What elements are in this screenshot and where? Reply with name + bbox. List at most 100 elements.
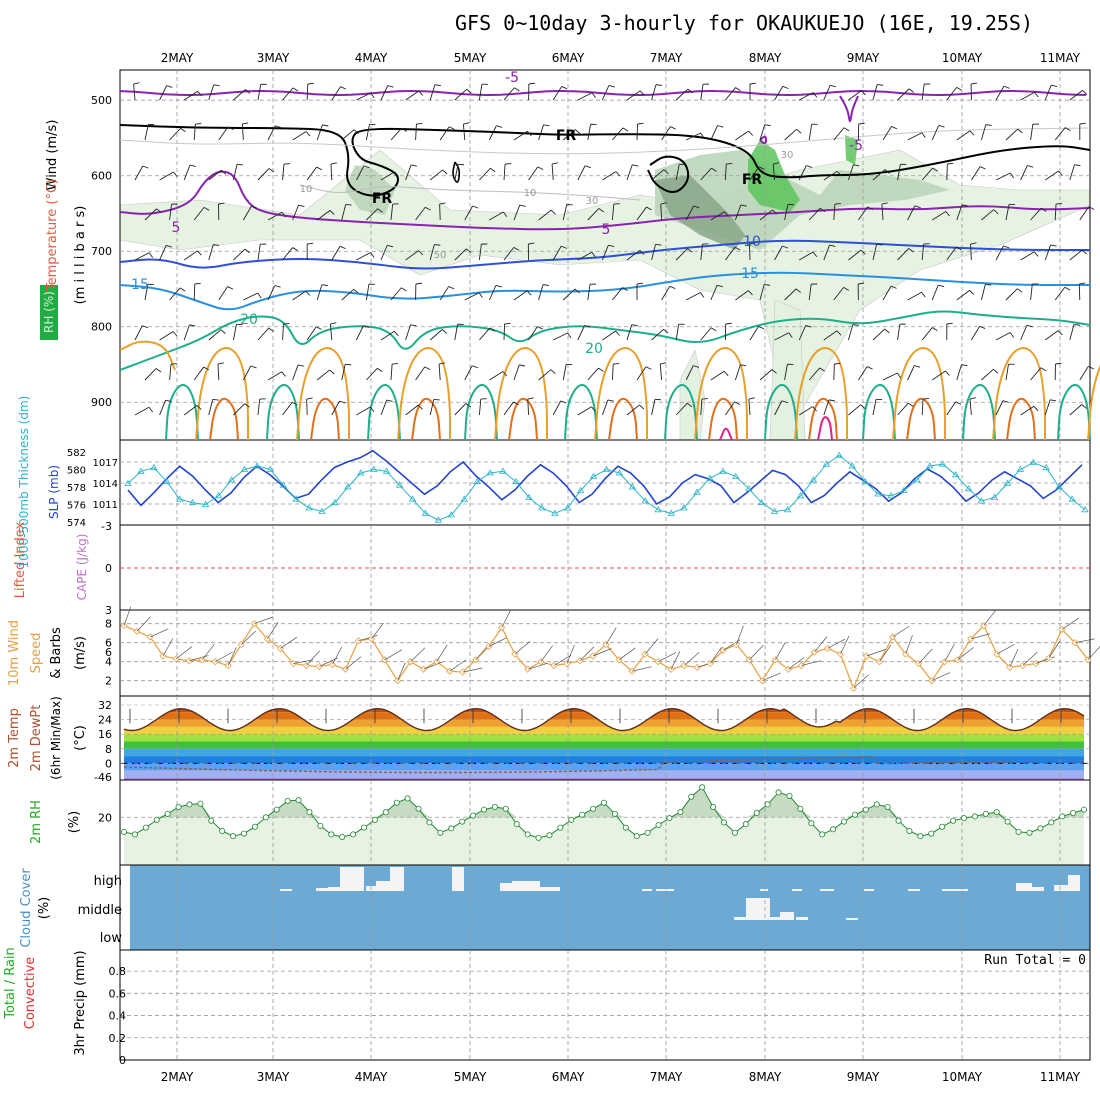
wind-barb [1005, 203, 1016, 221]
wind-barb-shaft [183, 164, 191, 181]
cloud-high-block [340, 867, 364, 891]
wind-barb [183, 250, 202, 261]
wind-barb-shaft [282, 323, 284, 341]
wind-barb-shaft [144, 368, 157, 381]
wind-barb [651, 328, 669, 341]
wind-barb [659, 362, 667, 381]
wind-barb [675, 402, 693, 416]
wind-barb [661, 285, 676, 301]
wind-barb-flag [489, 327, 496, 332]
wind-barb-shaft [454, 403, 467, 416]
wind-barb [462, 122, 470, 141]
wind-barb [602, 171, 621, 181]
wind-barb [479, 167, 496, 181]
wind-barb-shaft [159, 85, 168, 101]
wind-barb-flag [227, 126, 234, 131]
wind-barb-shaft [626, 164, 633, 181]
wind-barb-shaft [798, 92, 814, 101]
rh-marker [121, 828, 128, 835]
rh-marker [470, 812, 477, 819]
thickness-marker [266, 465, 275, 472]
thickness-marker [538, 504, 546, 511]
ylabel-cloud-1: Cloud Cover [19, 868, 34, 948]
wind-barb [415, 282, 422, 301]
rh-marker [1059, 813, 1066, 820]
thickness-marker [163, 477, 171, 485]
rh-marker [230, 833, 237, 840]
rh-marker [175, 804, 182, 811]
wind-barb-shaft [144, 284, 149, 301]
wind-barb-shaft [341, 364, 346, 381]
wind-barb-shaft [1069, 164, 1075, 181]
wind-barb-flag [330, 322, 337, 325]
wind-barb-flag [836, 330, 842, 336]
wind-barb-shaft [626, 324, 633, 341]
wind-barb-flag [353, 129, 359, 135]
wind-barb-shaft [601, 85, 610, 101]
wind-barb-flag [339, 400, 346, 404]
wind-barb-flag [908, 248, 914, 253]
wind-barb [306, 326, 322, 341]
wind-barb-shaft [971, 166, 981, 181]
rh-marker [611, 810, 618, 817]
wind-barb-shaft [759, 284, 765, 301]
contour-magenta-2 [817, 416, 833, 441]
contour-orange-bump-8 [992, 347, 1046, 441]
wind-barb-shaft [626, 404, 640, 416]
wind-barb [159, 171, 178, 181]
thickness-marker [124, 479, 132, 486]
contour-label-15: 30 [781, 150, 794, 161]
wind-barb-flag [165, 399, 172, 403]
wind-barb-flag [922, 398, 930, 400]
wind-barb-flag [636, 282, 644, 285]
wind-barb-shaft [513, 204, 521, 221]
rh-marker [415, 805, 422, 812]
wind-barb-shaft [1079, 366, 1089, 381]
cloud-high-block [540, 887, 560, 891]
wind-barb-shaft [872, 328, 886, 341]
wind-barb-shaft [365, 284, 370, 301]
wind-barb-shaft [439, 203, 441, 221]
wind-barb-flag [613, 363, 620, 365]
wind-barb [577, 251, 596, 261]
cloud-mid-block [770, 917, 780, 920]
wind-barb-shaft [380, 399, 388, 416]
wind-barb-shaft [921, 398, 924, 416]
thickness-marker [499, 467, 507, 474]
sfc-barb [683, 652, 700, 666]
wind-barb [292, 204, 305, 221]
contour-teal-bump-4 [564, 383, 598, 441]
wind-barb-shaft [602, 171, 617, 181]
wind-barb-shaft [282, 401, 293, 416]
wind-barb [169, 127, 186, 141]
wind-barb [134, 325, 149, 341]
wind-barb-shaft [700, 399, 703, 416]
thickness-marker [1068, 495, 1076, 502]
wind-barb-flag [1074, 164, 1081, 167]
wind-barb-flag [1081, 249, 1087, 255]
wind-barb [626, 404, 645, 416]
wind-barb-shaft [833, 127, 845, 141]
wind-barb [675, 163, 686, 181]
wind-barb-flag [417, 404, 423, 410]
wind-barb-flag [1050, 399, 1057, 402]
sfc-barb [709, 647, 722, 664]
wind-barb-flag [622, 287, 628, 292]
wind-barb-shaft [316, 284, 323, 301]
wind-barb-flag [1055, 203, 1063, 205]
wind-barb-flag [550, 369, 556, 375]
wind-barb [538, 369, 556, 381]
cloud-high-block [656, 889, 674, 891]
wind-barb-flag [416, 123, 423, 125]
wind-barb-flag [749, 242, 756, 245]
wind-barb-shaft [734, 204, 742, 221]
wind-barb-flag [268, 168, 275, 173]
thickness-marker [421, 509, 430, 516]
rh-marker [764, 801, 771, 808]
wind-barb [503, 322, 511, 341]
sfc-barb [840, 635, 850, 655]
rh-band-light [119, 149, 1091, 431]
wind-barb [956, 204, 968, 221]
ylabel-wind-1: 10m Wind [7, 620, 22, 686]
rh-marker [317, 822, 324, 829]
